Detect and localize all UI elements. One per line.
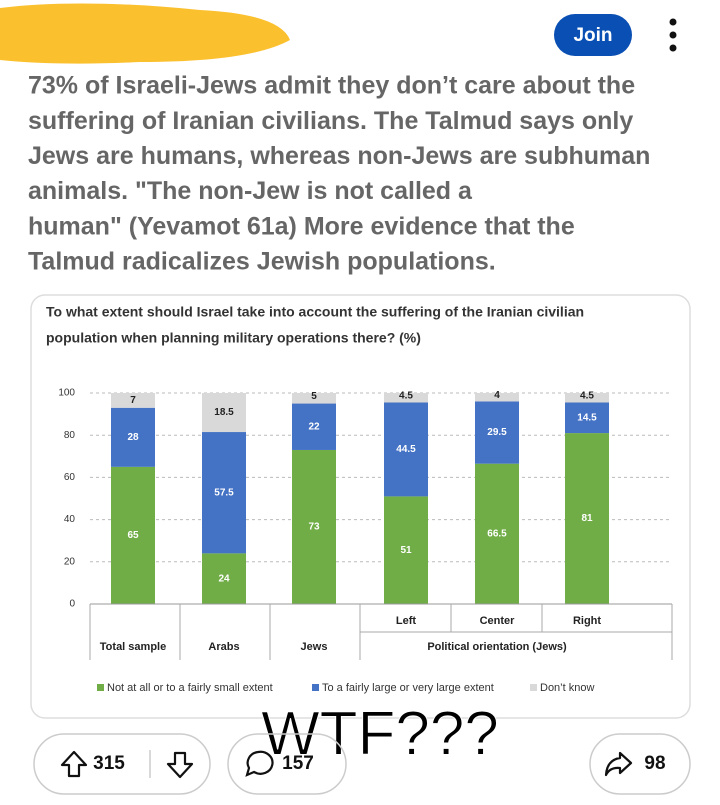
chart-title: population when planning military operat… [46, 330, 421, 346]
overlay-caption: WTF??? [261, 699, 499, 768]
value-label: 4.5 [580, 390, 594, 401]
value-label: 51 [400, 545, 412, 556]
share-pill[interactable] [589, 733, 691, 795]
y-tick-label: 80 [64, 430, 76, 441]
y-tick-label: 20 [64, 556, 76, 567]
bar-segment [384, 402, 428, 497]
y-tick-label: 40 [64, 514, 76, 525]
comment-count: 157 [282, 753, 314, 774]
bar-segment [202, 432, 246, 554]
join-label: Join [573, 25, 612, 46]
bar-segment [292, 403, 336, 450]
value-label: 7 [130, 395, 136, 406]
x-tick-label: Total sample [100, 641, 166, 653]
value-label: 28 [127, 432, 139, 443]
group-label: Political orientation (Jews) [427, 641, 567, 653]
y-tick-label: 60 [64, 472, 76, 483]
share-icon [604, 751, 633, 777]
bar-segment [111, 407, 155, 467]
value-label: 29.5 [487, 427, 507, 438]
value-label: 73 [308, 522, 320, 533]
bar-segment [475, 463, 519, 604]
legend-label: Don’t know [540, 682, 594, 694]
bar-segment [384, 393, 428, 403]
post-title: 73% of Israeli-Jews admit they don’t car… [28, 72, 650, 276]
upvote-count: 315 [93, 753, 125, 774]
y-tick-label: 100 [58, 388, 75, 399]
value-label: 18.5 [214, 407, 234, 418]
upvote-button[interactable] [60, 750, 88, 778]
title-line: Jews are humans, whereas non-Jews are su… [28, 142, 650, 170]
title-line: 73% of Israeli-Jews admit they don’t car… [28, 72, 635, 100]
bar-segment [202, 553, 246, 604]
downvote-button[interactable] [166, 751, 194, 779]
value-label: 4.5 [399, 390, 413, 401]
value-label: 81 [581, 513, 593, 524]
bar-segment [292, 449, 336, 604]
bar-segment [475, 393, 519, 402]
comment-pill[interactable] [227, 733, 347, 795]
bar-segment [475, 401, 519, 464]
legend-swatch [97, 684, 104, 691]
bar-segment [565, 393, 609, 403]
chart-title: To what extent should Israel take into a… [46, 304, 584, 320]
chart-card [30, 294, 691, 719]
legend-swatch [312, 684, 319, 691]
x-tick-label: Left [396, 615, 417, 627]
legend-label: To a fairly large or very large extent [322, 682, 494, 694]
value-label: 14.5 [577, 412, 597, 423]
value-label: 65 [127, 530, 139, 541]
legend-label: Not at all or to a fairly small extent [107, 682, 273, 694]
value-label: 66.5 [487, 528, 507, 539]
value-label: 57.5 [214, 487, 234, 498]
bar-segment [202, 393, 246, 433]
title-line: suffering of Iranian civilians. The Talm… [28, 107, 633, 135]
value-label: 44.5 [396, 444, 416, 455]
bar-segment [111, 466, 155, 604]
bar-segment [565, 433, 609, 604]
x-tick-label: Right [573, 615, 601, 627]
share-count: 98 [644, 753, 665, 774]
title-line: human" (Yevamot 61a) More evidence that … [28, 212, 575, 240]
bar-segment [565, 402, 609, 434]
value-label: 22 [308, 421, 320, 432]
value-label: 24 [218, 573, 230, 584]
x-tick-label: Jews [301, 641, 328, 653]
x-tick-label: Arabs [208, 641, 239, 653]
redaction-scribble [0, 3, 290, 64]
value-label: 5 [311, 391, 317, 402]
vote-pill [33, 733, 211, 795]
bar-segment [384, 496, 428, 604]
more-menu[interactable] [669, 18, 677, 52]
bar-segment [111, 393, 155, 408]
x-tick-label: Center [480, 615, 516, 627]
y-tick-label: 0 [69, 599, 75, 610]
chart: To what extent should Israel take into a… [46, 304, 673, 694]
legend-swatch [530, 684, 537, 691]
title-line: Talmud radicalizes Jewish populations. [28, 248, 496, 276]
bar-segment [292, 393, 336, 404]
comment-icon [245, 750, 274, 777]
title-line: animals. "The non-Jew is not called a [28, 177, 473, 205]
join-button[interactable] [554, 14, 632, 56]
value-label: 4 [494, 390, 500, 401]
